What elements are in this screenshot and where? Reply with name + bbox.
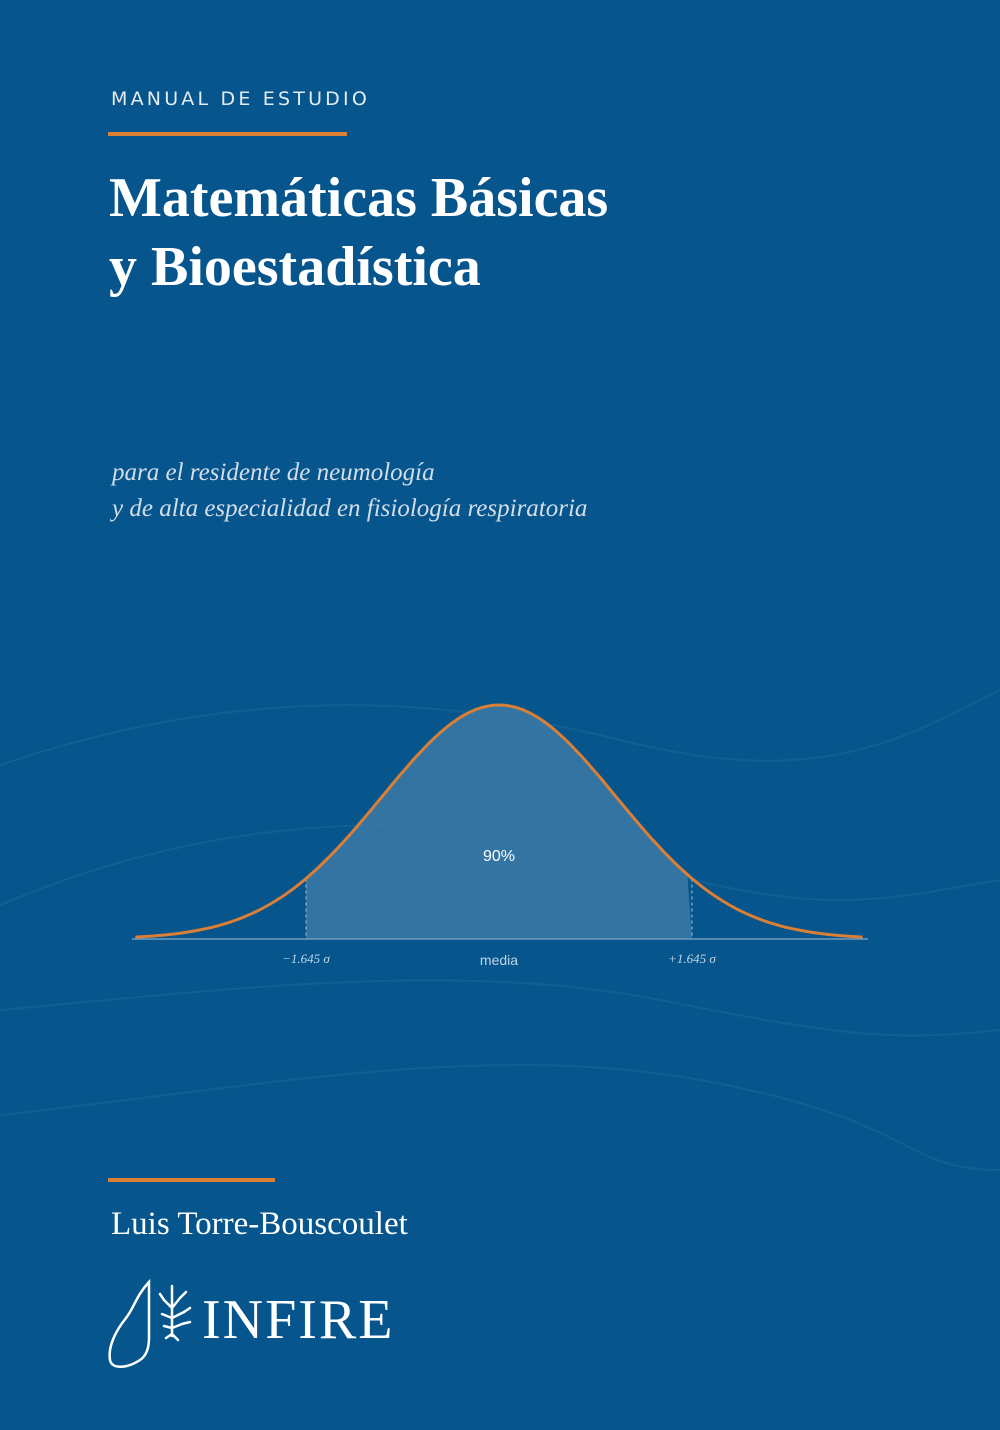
publisher-name: INFIRE [202,1289,395,1351]
author-name: Luis Torre-Bouscoulet [111,1206,408,1242]
title-line-2: y Bioestadística [109,236,481,298]
tick-label-lower: −1.645 σ [282,951,330,966]
accent-rule-bottom [108,1178,275,1182]
book-subtitle: para el residente de neumología y de alt… [112,455,587,527]
lungs-logo-icon [108,1278,192,1368]
series-label: MANUAL DE ESTUDIO [111,88,370,110]
bell-curve [135,703,863,939]
subtitle-line-1: para el residente de neumología [112,459,435,486]
accent-rule-top [108,132,347,136]
normal-distribution-chart: 90% −1.645 σ media +1.645 σ [132,703,868,968]
title-line-1: Matemáticas Básicas [109,167,609,229]
percentage-label: 90% [483,848,515,865]
shaded-area-90 [306,705,692,939]
tick-label-mean: media [480,952,518,968]
subtitle-line-2: y de alta especialidad en fisiología res… [112,495,588,522]
tick-label-upper: +1.645 σ [668,951,716,966]
book-title: Matemáticas Básicas y Bioestadística [109,164,608,302]
